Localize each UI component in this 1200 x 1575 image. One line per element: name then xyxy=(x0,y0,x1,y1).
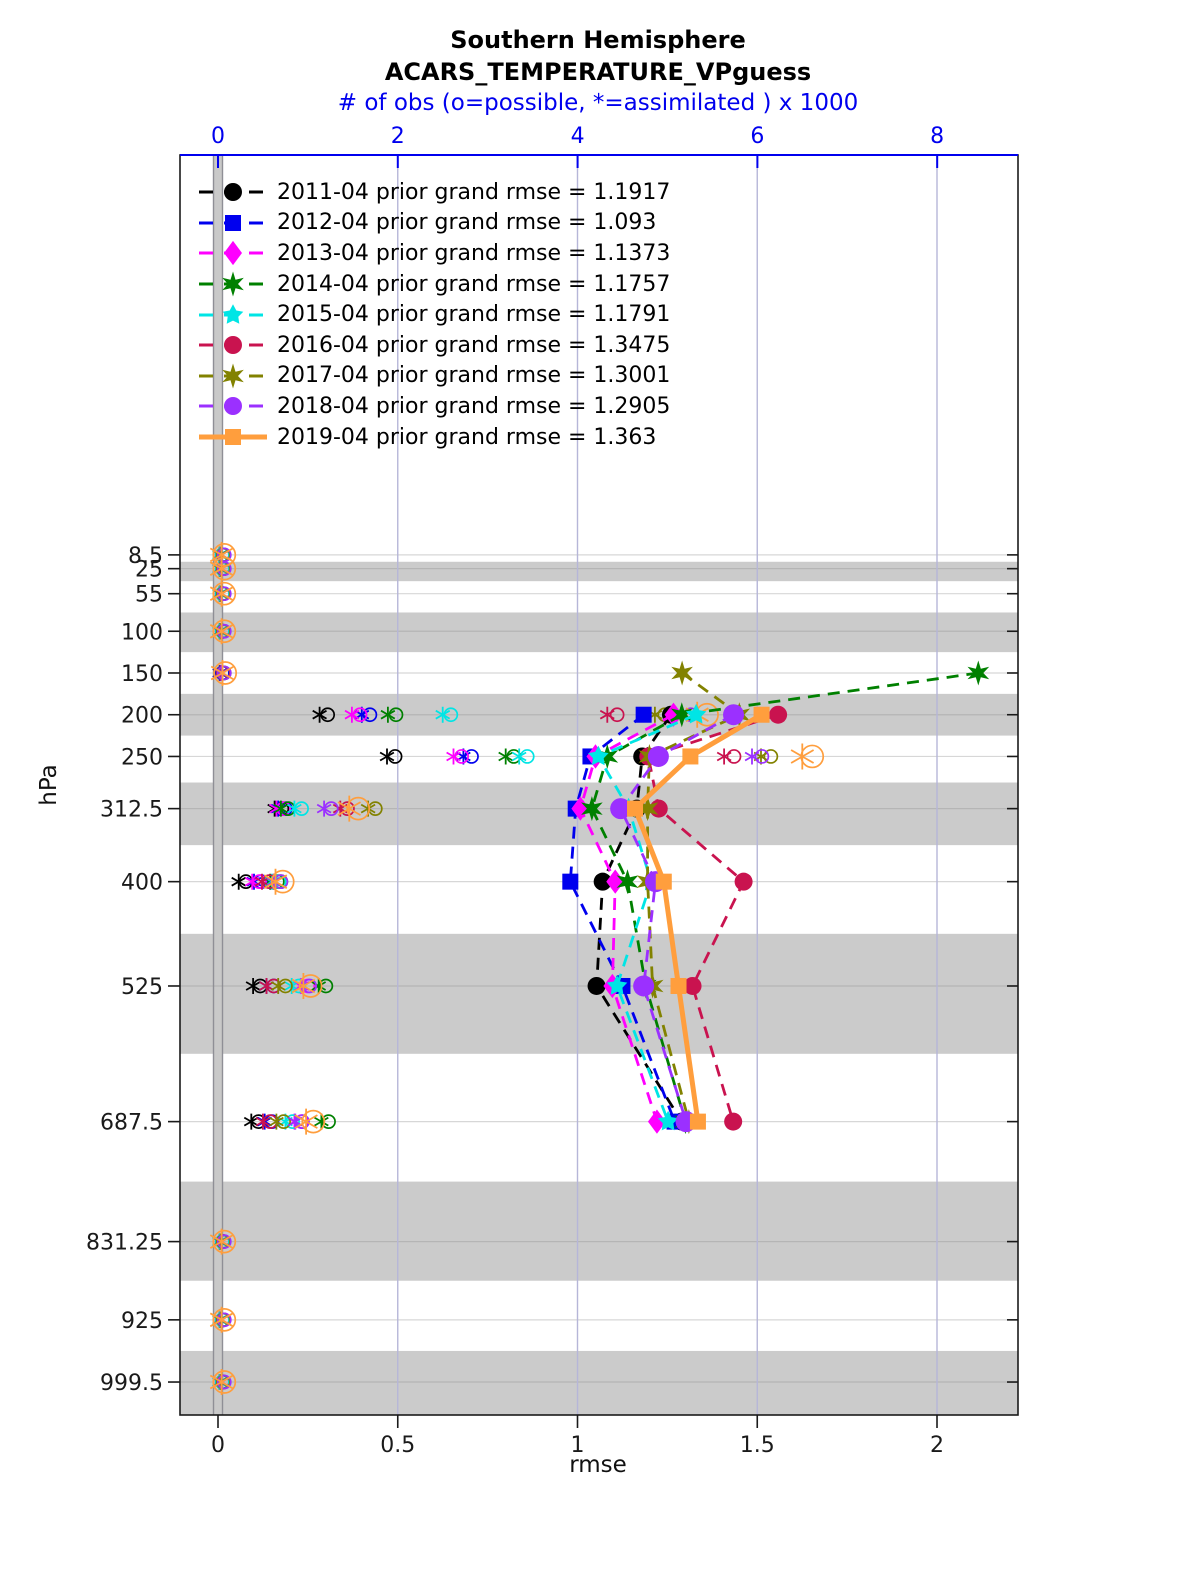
legend-sample-2017-04 xyxy=(199,363,267,389)
x-tick-label: 0.5 xyxy=(380,1433,415,1458)
y-tick-label: 100 xyxy=(121,620,163,645)
obs-axis-title: # of obs (o=possible, *=assimilated ) x … xyxy=(337,90,859,116)
legend-label: 2019-04 prior grand rmse = 1.363 xyxy=(277,424,657,450)
legend-label: 2011-04 prior grand rmse = 1.1917 xyxy=(277,179,671,205)
obs-tick-label: 6 xyxy=(750,124,764,149)
y-tick-label: 400 xyxy=(121,871,163,896)
plot-border xyxy=(179,154,1019,1416)
legend-sample-2012-04 xyxy=(199,214,267,231)
y-tick-label: 999.5 xyxy=(100,1371,163,1396)
legend-sample-2011-04 xyxy=(199,183,267,202)
legend-label: 2013-04 prior grand rmse = 1.1373 xyxy=(277,240,671,266)
y-tick-label: 25 xyxy=(135,558,163,583)
rmse-series-2016-04 xyxy=(639,705,788,1131)
legend-item-2016-04: 2016-04 prior grand rmse = 1.3475 xyxy=(196,330,670,361)
legend-label: 2015-04 prior grand rmse = 1.1791 xyxy=(277,302,671,328)
x-tick-label: 0 xyxy=(211,1433,225,1458)
axis-ticks-and-labels: 8.52555100150200250312.5400525687.5831.2… xyxy=(86,124,1018,1458)
y-tick-label: 55 xyxy=(135,583,163,608)
legend-sample-2019-04 xyxy=(199,429,267,446)
legend-label: 2016-04 prior grand rmse = 1.3475 xyxy=(277,332,671,358)
legend-sample-2014-04 xyxy=(199,271,267,297)
x-tick-label: 1.5 xyxy=(740,1433,775,1458)
chart-title-line1: Southern Hemisphere xyxy=(450,26,746,54)
legend-item-2018-04: 2018-04 prior grand rmse = 1.2905 xyxy=(196,391,670,422)
legend-sample-2016-04 xyxy=(199,336,267,355)
legend-item-2013-04: 2013-04 prior grand rmse = 1.1373 xyxy=(196,238,670,269)
legend-sample-2018-04 xyxy=(199,397,267,416)
legend-item-2019-04: 2019-04 prior grand rmse = 1.363 xyxy=(196,422,670,453)
legend-label: 2014-04 prior grand rmse = 1.1757 xyxy=(277,271,671,297)
legend-item-2015-04: 2015-04 prior grand rmse = 1.1791 xyxy=(196,299,670,330)
rmse-series-2019-04 xyxy=(627,706,770,1130)
chart-legend: 2011-04 prior grand rmse = 1.1917 2012-04… xyxy=(196,177,670,452)
legend-item-2014-04: 2014-04 prior grand rmse = 1.1757 xyxy=(196,269,670,300)
legend-item-2012-04: 2012-04 prior grand rmse = 1.093 xyxy=(196,208,670,239)
y-tick-label: 925 xyxy=(121,1309,163,1334)
chart-title-line2: ACARS_TEMPERATURE_VPguess xyxy=(384,58,812,86)
x-tick-label: 1 xyxy=(571,1433,585,1458)
obs-markers-2019-04 xyxy=(209,541,825,1395)
obs-tick-label: 0 xyxy=(211,124,225,149)
x-tick-label: 2 xyxy=(930,1433,944,1458)
y-tick-label: 200 xyxy=(121,704,163,729)
legend-label: 2012-04 prior grand rmse = 1.093 xyxy=(277,210,657,236)
y-tick-label: 831.25 xyxy=(86,1231,163,1256)
x-axis-label: rmse xyxy=(569,1452,627,1478)
legend-item-2011-04: 2011-04 prior grand rmse = 1.1917 xyxy=(196,177,670,208)
legend-label: 2017-04 prior grand rmse = 1.3001 xyxy=(277,363,671,389)
obs-tick-label: 2 xyxy=(391,124,405,149)
legend-label: 2018-04 prior grand rmse = 1.2905 xyxy=(277,393,671,419)
zero-obs-line xyxy=(212,155,224,1415)
y-tick-label: 525 xyxy=(121,975,163,1000)
y-tick-label: 687.5 xyxy=(100,1111,163,1136)
obs-tick-label: 4 xyxy=(571,124,585,149)
legend-item-2017-04: 2017-04 prior grand rmse = 1.3001 xyxy=(196,361,670,392)
obs-tick-label: 8 xyxy=(930,124,944,149)
gray-bands xyxy=(180,561,1018,1415)
gridlines xyxy=(180,155,1018,1415)
y-tick-label: 250 xyxy=(121,745,163,770)
y-tick-label: 312.5 xyxy=(100,798,163,823)
legend-sample-2013-04 xyxy=(199,241,267,266)
legend-sample-2015-04 xyxy=(199,303,267,324)
rmse-series-2013-04 xyxy=(571,702,683,1134)
rmse-series-2012-04 xyxy=(562,706,683,1130)
y-tick-label: 150 xyxy=(121,662,163,687)
y-tick-label: 8.5 xyxy=(128,544,163,569)
